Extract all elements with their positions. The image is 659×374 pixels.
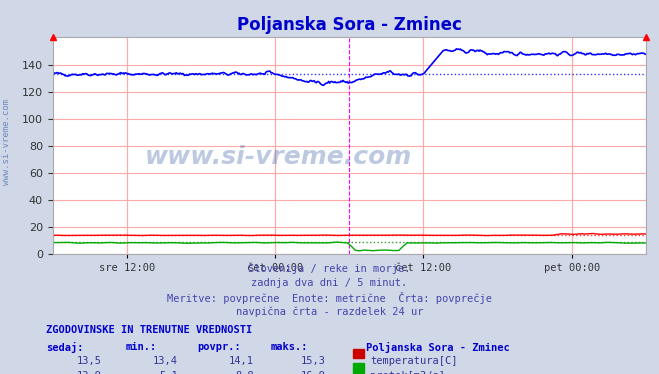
Text: sedaj:: sedaj: bbox=[46, 342, 84, 353]
Text: ZGODOVINSKE IN TRENUTNE VREDNOSTI: ZGODOVINSKE IN TRENUTNE VREDNOSTI bbox=[46, 325, 252, 335]
Text: 16,9: 16,9 bbox=[301, 371, 326, 374]
Text: Poljanska Sora - Zminec: Poljanska Sora - Zminec bbox=[366, 342, 509, 353]
Text: 13,4: 13,4 bbox=[153, 356, 178, 367]
Text: 8,8: 8,8 bbox=[235, 371, 254, 374]
Text: navpična črta - razdelek 24 ur: navpična črta - razdelek 24 ur bbox=[236, 306, 423, 317]
Title: Poljanska Sora - Zminec: Poljanska Sora - Zminec bbox=[237, 16, 462, 34]
Text: min.:: min.: bbox=[125, 342, 156, 352]
Text: 13,9: 13,9 bbox=[77, 371, 102, 374]
Text: zadnja dva dni / 5 minut.: zadnja dva dni / 5 minut. bbox=[251, 278, 408, 288]
Text: pretok[m3/s]: pretok[m3/s] bbox=[370, 371, 445, 374]
Text: www.si-vreme.com: www.si-vreme.com bbox=[144, 145, 412, 169]
Text: 15,3: 15,3 bbox=[301, 356, 326, 367]
Text: Meritve: povprečne  Enote: metrične  Črta: povprečje: Meritve: povprečne Enote: metrične Črta:… bbox=[167, 292, 492, 304]
Text: povpr.:: povpr.: bbox=[198, 342, 241, 352]
Text: 14,1: 14,1 bbox=[229, 356, 254, 367]
Text: maks.:: maks.: bbox=[270, 342, 308, 352]
Text: Slovenija / reke in morje.: Slovenija / reke in morje. bbox=[248, 264, 411, 274]
Text: temperatura[C]: temperatura[C] bbox=[370, 356, 458, 367]
Text: www.si-vreme.com: www.si-vreme.com bbox=[2, 99, 11, 185]
Text: 5,1: 5,1 bbox=[159, 371, 178, 374]
Text: 13,5: 13,5 bbox=[77, 356, 102, 367]
